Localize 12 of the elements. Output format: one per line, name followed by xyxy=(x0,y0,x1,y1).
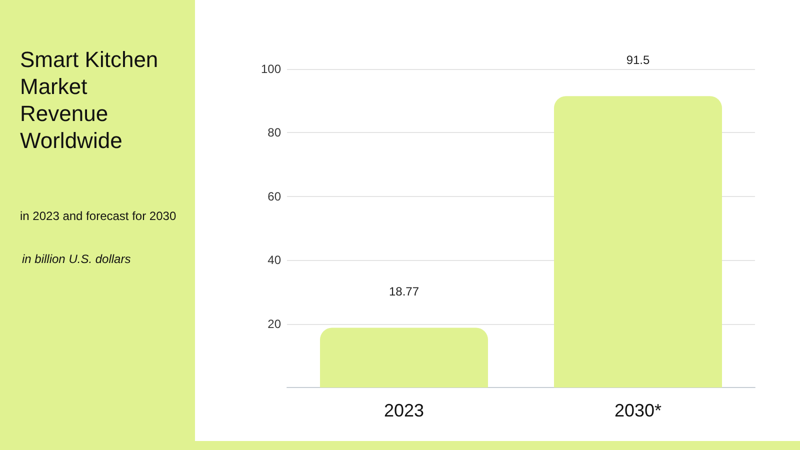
text: in billion U.S. dollars xyxy=(22,251,132,267)
text: in 2023 and forecast for 2030 xyxy=(20,208,178,224)
data-label: 91.5 xyxy=(626,53,650,68)
y-tick-label: 20 xyxy=(268,316,282,331)
y-tick-label: 100 xyxy=(260,62,282,76)
y-tick-label: 40 xyxy=(268,253,282,268)
text: Smart Kitchen Market Revenue Worldwide xyxy=(20,46,160,154)
y-tick-label: 60 xyxy=(268,189,282,204)
x-tick-label: 2030* xyxy=(614,400,662,420)
y-tick-label: 80 xyxy=(268,126,282,140)
data-label: 18.77 xyxy=(388,284,420,299)
x-tick-label: 2023 xyxy=(384,400,424,420)
